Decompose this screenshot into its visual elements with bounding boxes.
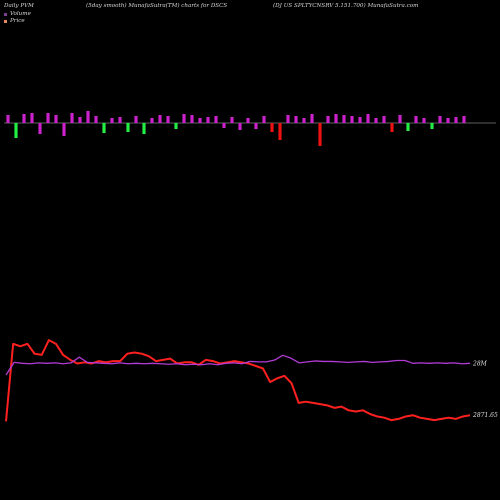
- pvm-bar: [350, 116, 354, 123]
- pvm-bar: [334, 114, 338, 123]
- pvm-bar: [14, 123, 18, 138]
- pvm-bar: [182, 114, 186, 123]
- pvm-bar: [310, 114, 314, 123]
- pvm-bar: [374, 118, 378, 123]
- pvm-bar: [406, 123, 410, 131]
- pvm-bar: [214, 116, 218, 123]
- pvm-bar: [278, 123, 282, 140]
- pvm-bar: [22, 114, 26, 123]
- pvm-bar: [230, 117, 234, 123]
- chart-header-left: Daily PVM: [4, 3, 34, 9]
- pvm-bar: [318, 123, 322, 146]
- pvm-bar: [342, 115, 346, 123]
- volume-end-label: 28M: [472, 360, 488, 367]
- pvm-bar: [414, 116, 418, 123]
- legend-price-label: Price: [10, 18, 25, 24]
- pvm-bar: [78, 117, 82, 123]
- pvm-bar: [390, 123, 394, 132]
- volume-line: [5, 354, 471, 376]
- legend-price-swatch: [4, 19, 7, 23]
- pvm-bar: [134, 116, 138, 123]
- pvm-bar: [398, 115, 402, 123]
- pvm-bar: [174, 123, 178, 129]
- pvm-bar: [462, 116, 466, 123]
- pvm-bar: [150, 118, 154, 123]
- pvm-bar: [430, 123, 434, 129]
- pvm-bar: [302, 118, 306, 123]
- pvm-bar: [62, 123, 66, 136]
- pvm-bar: [446, 118, 450, 123]
- pvm-bar: [294, 116, 298, 123]
- pvm-bar: [358, 117, 362, 123]
- pvm-bar: [166, 116, 170, 123]
- pvm-bar: [6, 115, 10, 123]
- pvm-bar: [118, 117, 122, 123]
- pvm-bar: [30, 113, 34, 123]
- legend-price: Price: [4, 18, 25, 24]
- legend-volume: Volume: [4, 11, 31, 17]
- pvm-bar: [190, 115, 194, 123]
- pvm-bar: [38, 123, 42, 134]
- pvm-bar: [110, 118, 114, 123]
- pvm-bar: [46, 113, 50, 123]
- pvm-bar: [86, 111, 90, 123]
- legend-volume-swatch: [4, 12, 7, 16]
- price-line: [5, 339, 471, 422]
- pvm-bar: [54, 115, 58, 123]
- chart-header-right: (DJ US SPLTYCNSRV 5.151.700) MunafaSutra…: [273, 3, 419, 9]
- legend-volume-label: Volume: [10, 11, 31, 17]
- pvm-bar: [438, 116, 442, 123]
- pvm-bar: [158, 115, 162, 123]
- pvm-bar: [198, 118, 202, 123]
- pvm-bar: [270, 123, 274, 132]
- pvm-bar: [238, 123, 242, 130]
- pvm-bar: [206, 117, 210, 123]
- pvm-bar: [366, 114, 370, 123]
- pvm-bar: [246, 118, 250, 123]
- pvm-bar: [70, 113, 74, 123]
- pvm-bar: [94, 116, 98, 123]
- pvm-bar: [382, 116, 386, 123]
- pvm-bar: [422, 118, 426, 123]
- pvm-bar: [142, 123, 146, 134]
- pvm-bar: [102, 123, 106, 133]
- price-end-label: 2871.65: [472, 412, 498, 419]
- pvm-bar: [326, 116, 330, 123]
- pvm-bar: [126, 123, 130, 132]
- pvm-bar: [254, 123, 258, 129]
- pvm-bar: [262, 116, 266, 123]
- pvm-bar: [222, 123, 226, 128]
- pvm-bar: [454, 117, 458, 123]
- chart-header-title: (5day smooth) MunafaSutra(TM) charts for…: [86, 3, 228, 9]
- pvm-bar: [286, 115, 290, 123]
